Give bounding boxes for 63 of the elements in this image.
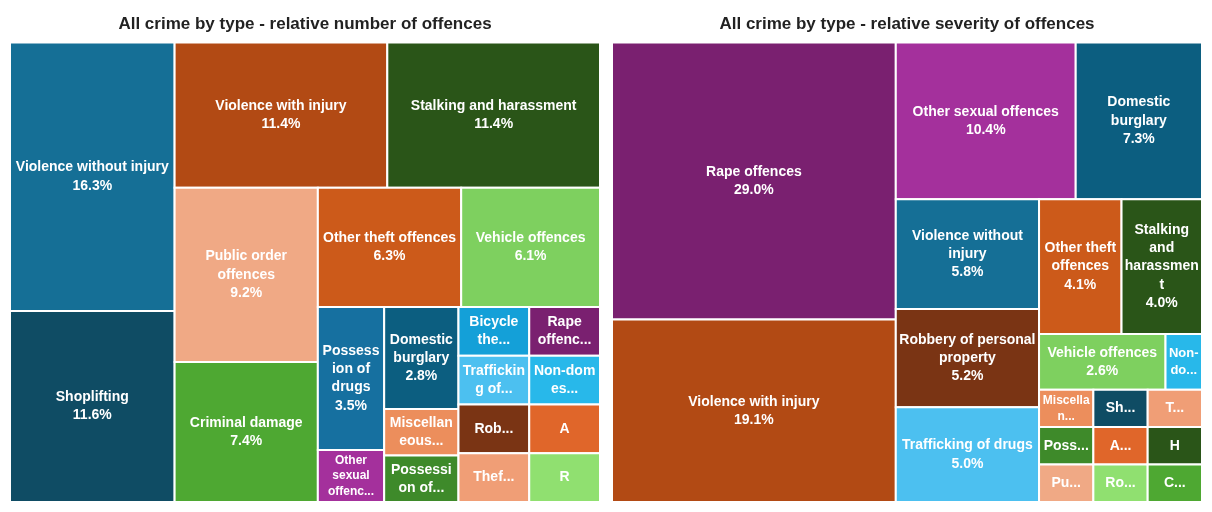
data-label: 4.0% bbox=[1145, 293, 1179, 310]
category-label: Ro... bbox=[1105, 474, 1136, 491]
category-label: A bbox=[559, 419, 570, 436]
category-label: Miscellan... bbox=[1042, 392, 1090, 423]
data-label: 11.4% bbox=[261, 115, 301, 132]
category-label: Domestic burglary bbox=[1107, 93, 1171, 128]
data-label: 5.0% bbox=[951, 454, 984, 471]
category-label: Violence with injury bbox=[215, 96, 347, 113]
data-label: 9.2% bbox=[230, 283, 263, 300]
category-label: Thef... bbox=[473, 468, 515, 485]
data-label: 29.0% bbox=[734, 180, 775, 197]
category-label: Stalking and harassment bbox=[410, 96, 577, 113]
category-label: Violence without injury bbox=[15, 158, 170, 175]
category-label: Poss... bbox=[1043, 436, 1089, 453]
data-label: 5.8% bbox=[951, 263, 984, 280]
data-label: 2.8% bbox=[405, 367, 438, 384]
category-label: Stalking and harassment bbox=[1124, 221, 1199, 292]
category-label: C... bbox=[1163, 474, 1186, 491]
category-label: Other theft offences bbox=[1044, 239, 1117, 274]
category-label: Possession of... bbox=[390, 460, 452, 495]
data-label: 7.3% bbox=[1122, 129, 1156, 146]
data-label: 16.3% bbox=[72, 176, 113, 193]
category-label: Miscellaneous... bbox=[389, 414, 453, 449]
category-label: Criminal damage bbox=[189, 413, 303, 430]
data-label: 11.6% bbox=[72, 406, 113, 423]
data-label: 10.4% bbox=[965, 120, 1007, 137]
category-label: Other theft offences bbox=[323, 229, 457, 246]
category-label: Pu... bbox=[1051, 474, 1081, 491]
category-label: Non-domes... bbox=[533, 361, 596, 397]
data-label: 2.6% bbox=[1086, 361, 1119, 378]
category-label: Trafficking of drugs bbox=[902, 436, 1033, 453]
data-label: 7.4% bbox=[230, 431, 263, 448]
data-label: 11.4% bbox=[474, 115, 514, 132]
data-label: 5.2% bbox=[951, 367, 984, 384]
category-label: Possession of drugs bbox=[322, 342, 380, 395]
category-label: Bicycle the... bbox=[469, 313, 519, 348]
category-label: Violence with injury bbox=[688, 392, 820, 409]
data-label: 19.1% bbox=[734, 410, 775, 427]
category-label: H bbox=[1169, 436, 1180, 453]
category-label: Rape offences bbox=[706, 162, 802, 179]
category-label: T... bbox=[1165, 399, 1185, 416]
data-label: 3.5% bbox=[335, 396, 368, 413]
category-label: Other sexual offences bbox=[912, 102, 1060, 119]
text: All crime by type - relative severity of offences bbox=[719, 13, 1095, 33]
category-label: A... bbox=[1109, 436, 1132, 453]
category-label: R bbox=[559, 468, 570, 485]
category-label: Other sexual offenc... bbox=[328, 452, 375, 498]
category-label: Domestic burglary bbox=[389, 330, 454, 365]
category-label: Non-do... bbox=[1168, 344, 1199, 377]
category-label: Trafficking of... bbox=[462, 361, 525, 397]
category-label: Vehicle offences bbox=[1047, 343, 1158, 360]
category-label: Rob... bbox=[474, 419, 514, 436]
data-label: 6.1% bbox=[514, 247, 548, 264]
category-label: Violence without injury bbox=[911, 226, 1024, 261]
category-label: Robbery of personal property bbox=[899, 330, 1036, 365]
category-label: Sh... bbox=[1105, 399, 1136, 416]
category-label: Public order offences bbox=[205, 247, 288, 282]
text: All crime by type - relative number of offences bbox=[118, 13, 492, 33]
category-label: Shoplifting bbox=[55, 388, 129, 405]
category-label: Vehicle offences bbox=[475, 229, 586, 246]
data-label: 4.1% bbox=[1064, 275, 1097, 292]
category-label: Rape offenc... bbox=[537, 313, 592, 348]
data-label: 6.3% bbox=[373, 247, 407, 264]
